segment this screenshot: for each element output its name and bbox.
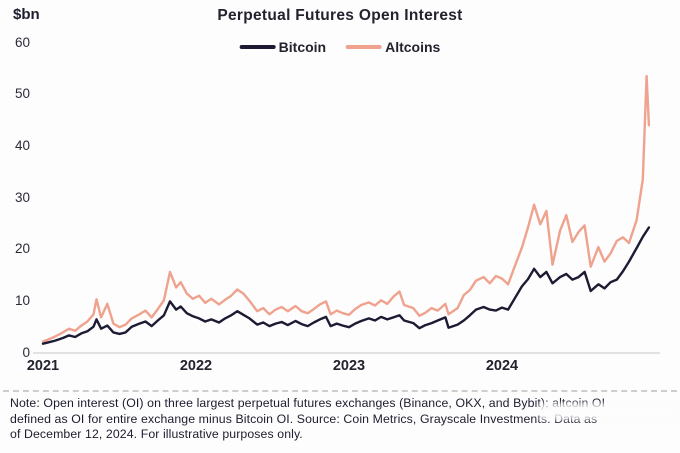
footnote-line: Note: Open interest (OI) on three larges… [10,396,606,410]
legend-item-bitcoin: Bitcoin [239,39,327,55]
y-tick-label: 40 [14,137,30,153]
y-tick-label: 0 [22,344,30,360]
legend-label-altcoins: Altcoins [385,39,441,55]
altcoins-line-swatch [346,45,383,49]
bitcoin-line-swatch [239,45,276,49]
altcoins-line [41,74,651,343]
y-axis-unit-label: $bn [13,6,40,23]
x-tick-label: 2024 [485,358,519,374]
bitcoin-line [41,226,651,345]
footnote-line: of December 12, 2024. For illustrative p… [10,427,303,441]
y-tick-label: 30 [14,189,30,205]
x-tick-label: 2021 [26,358,60,374]
chart-title: Perpetual Futures Open Interest [217,7,463,24]
legend: Bitcoin Altcoins [239,39,440,55]
x-tick-label: 2023 [332,358,366,374]
legend-label-bitcoin: Bitcoin [278,39,327,55]
footnote: Note: Open interest (OI) on three larges… [10,396,605,443]
note-divider [3,390,677,392]
y-tick-label: 10 [14,292,30,308]
footnote-line: defined as OI for entire exchange minus … [10,411,598,426]
legend-item-altcoins: Altcoins [346,39,440,55]
y-tick-label: 60 [14,34,30,50]
y-tick-label: 50 [14,86,30,102]
x-tick-label: 2022 [179,358,213,374]
y-tick-label: 20 [14,241,30,257]
